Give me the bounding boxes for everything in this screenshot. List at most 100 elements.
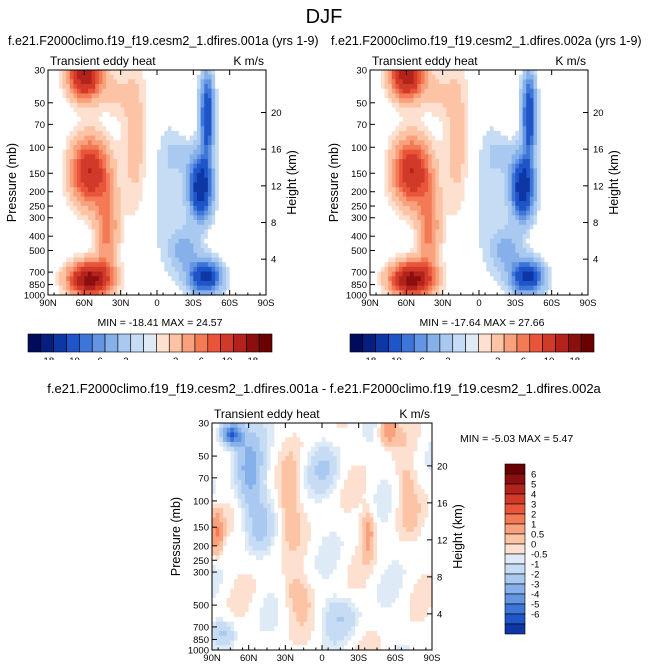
case-1-cell — [77, 121, 82, 127]
case-2-cell — [584, 84, 589, 90]
case-1-cell — [48, 74, 53, 80]
case-1-cell — [164, 173, 169, 179]
case-2-cell — [446, 130, 451, 137]
case-1-cell — [236, 140, 242, 146]
case-1-cell — [69, 102, 75, 109]
case-1-cell — [262, 182, 267, 188]
case-1-cell — [171, 257, 176, 263]
case-2-cell — [486, 182, 491, 188]
case-1-cell — [113, 252, 118, 259]
case-2-cell — [380, 154, 386, 160]
case-1-cell — [80, 177, 85, 184]
case-1-cell — [153, 74, 158, 80]
case-1-cell — [211, 271, 216, 277]
case-1-cell — [98, 238, 104, 245]
case-1-cell — [117, 168, 122, 174]
case-2-cell — [562, 84, 567, 90]
case-1-cell — [87, 205, 93, 212]
case-1-cell — [62, 271, 67, 277]
case-1-cell — [84, 130, 89, 137]
case-2-cell — [417, 145, 422, 151]
case-1-cell — [117, 276, 122, 282]
case-2-cell — [391, 168, 397, 174]
case-1-cell — [178, 79, 184, 85]
case-1-cell — [87, 93, 93, 99]
case-1-cell — [142, 145, 147, 151]
case-1-y-tick-label: 700 — [29, 268, 45, 279]
case-1-cell — [229, 201, 234, 207]
case-1-cell — [62, 262, 67, 268]
case-2-cell — [395, 210, 400, 216]
case-1-cell — [109, 257, 114, 263]
case-2-cell — [533, 159, 538, 165]
case-2-cell — [555, 173, 560, 179]
case-1-cell — [258, 74, 263, 80]
case-1-cell — [167, 159, 173, 165]
case-1-cell — [58, 70, 64, 76]
case-2-cell — [558, 182, 564, 188]
case-1-cell — [157, 135, 162, 141]
case-2-cell — [511, 177, 516, 184]
case-1-cell — [171, 234, 176, 240]
case-2-cell — [449, 224, 455, 230]
case-1-cell — [244, 70, 249, 76]
case-2-cell — [551, 210, 556, 216]
case-2-cell — [391, 205, 397, 212]
case-1-cell — [98, 276, 104, 282]
case-2-cell — [420, 74, 426, 80]
case-2-cell — [533, 173, 538, 179]
case-2-cell — [486, 159, 491, 165]
case-1-cell — [233, 84, 238, 90]
case-2-cell — [475, 187, 480, 193]
case-2-cell — [402, 140, 407, 146]
case-2-cell — [413, 163, 418, 170]
case-2-cell — [584, 107, 589, 113]
case-2-cell — [526, 121, 531, 127]
case-2-cell — [522, 116, 527, 123]
case-2-cell — [471, 112, 476, 118]
case-2-cell — [518, 154, 524, 160]
case-2-cell — [548, 191, 553, 198]
case-2-cell — [471, 196, 476, 202]
case-2-cell — [555, 79, 560, 85]
case-1-cell — [106, 257, 111, 263]
case-2-cell — [479, 177, 484, 184]
case-1-cell — [171, 285, 176, 291]
case-1-cell — [66, 285, 71, 291]
case-1-cell — [149, 187, 154, 193]
case-1-cell — [182, 196, 187, 202]
case-2-cell — [464, 215, 469, 221]
case-2-cell — [551, 121, 556, 127]
case-1-cell — [48, 238, 53, 245]
case-1-cell — [211, 102, 216, 109]
case-1-cell — [77, 210, 82, 216]
case-1-cell — [255, 191, 260, 198]
case-1-cell — [157, 112, 162, 118]
case-1-cell — [58, 135, 64, 141]
case-2-cell — [464, 102, 469, 109]
case-2-cell — [508, 168, 513, 174]
case-1-cell — [113, 285, 118, 291]
case-1-cell — [178, 116, 184, 123]
case-1-cell — [218, 243, 223, 249]
case-2-cell — [420, 88, 426, 95]
case-1-cell — [55, 280, 60, 287]
case-2-cell — [453, 177, 458, 184]
case-1-cell — [258, 84, 263, 90]
case-1-cell — [131, 262, 136, 268]
case-2-cell — [558, 116, 564, 123]
case-2-cell — [370, 201, 375, 207]
case-1-cell — [127, 173, 133, 179]
case-2-cell — [399, 220, 404, 226]
case-1-cell — [80, 220, 85, 226]
case-2-cell — [533, 102, 538, 109]
case-1-cell — [109, 84, 114, 90]
case-1-cell — [138, 88, 144, 95]
case-2-cell — [479, 145, 484, 151]
case-1-cell — [109, 102, 114, 109]
case-1-cell — [193, 154, 198, 160]
case-1-cell — [113, 224, 118, 230]
case-1-cell — [117, 224, 122, 230]
case-1-cell — [164, 182, 169, 188]
case-1-cell — [77, 126, 82, 132]
